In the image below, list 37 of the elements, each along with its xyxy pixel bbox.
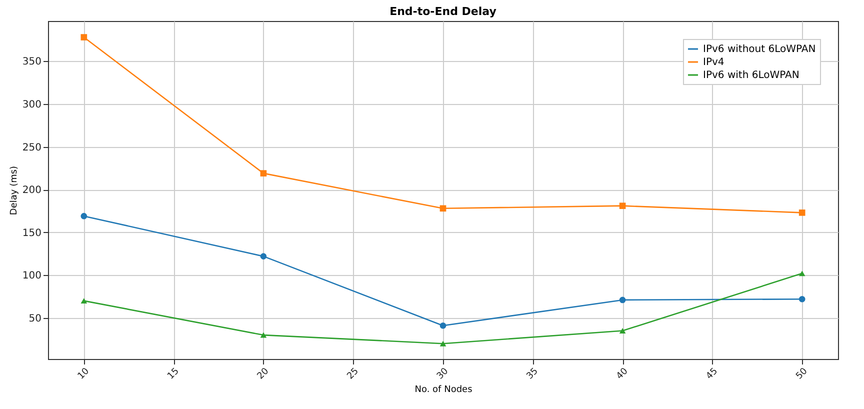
chart-title: End-to-End Delay — [390, 5, 496, 18]
point — [260, 332, 267, 338]
x-tick-label: 30 — [435, 366, 451, 382]
point — [440, 340, 446, 346]
y-tick-label: 50 — [28, 313, 42, 324]
point — [260, 253, 267, 260]
legend-label: IPv6 with 6LoWPAN — [703, 70, 800, 81]
x-tick-label: 10 — [76, 366, 92, 382]
point — [619, 328, 626, 334]
y-tick-label: 100 — [22, 270, 42, 282]
y-tick-label: 250 — [22, 142, 42, 154]
x-tick-label: 40 — [614, 366, 630, 382]
point — [798, 270, 806, 276]
x-tick-label: 35 — [525, 366, 540, 382]
x-tick-label: 15 — [166, 366, 182, 382]
y-axis-title: Delay (ms) — [9, 166, 20, 216]
point — [798, 296, 806, 302]
point — [80, 298, 88, 304]
x-tick-label: 25 — [346, 366, 361, 382]
point — [440, 322, 446, 329]
point — [80, 212, 88, 220]
point — [260, 170, 267, 176]
x-tick-label: 45 — [704, 366, 720, 382]
point — [619, 202, 626, 209]
x-tick-label: 50 — [794, 366, 810, 382]
legend-label: IPv6 without 6LoWPAN — [703, 44, 816, 55]
legend-label: IPv4 — [703, 57, 724, 68]
y-tick-label: 200 — [22, 185, 42, 196]
x-tick-label: 20 — [256, 366, 272, 382]
y-tick-label: 350 — [22, 56, 42, 68]
x-axis-title: No. of Nodes — [414, 384, 473, 395]
point — [798, 210, 806, 216]
point — [619, 296, 626, 304]
point — [440, 205, 446, 212]
y-tick-label: 300 — [22, 100, 42, 111]
y-tick-label: 150 — [22, 228, 42, 239]
point — [80, 34, 88, 40]
